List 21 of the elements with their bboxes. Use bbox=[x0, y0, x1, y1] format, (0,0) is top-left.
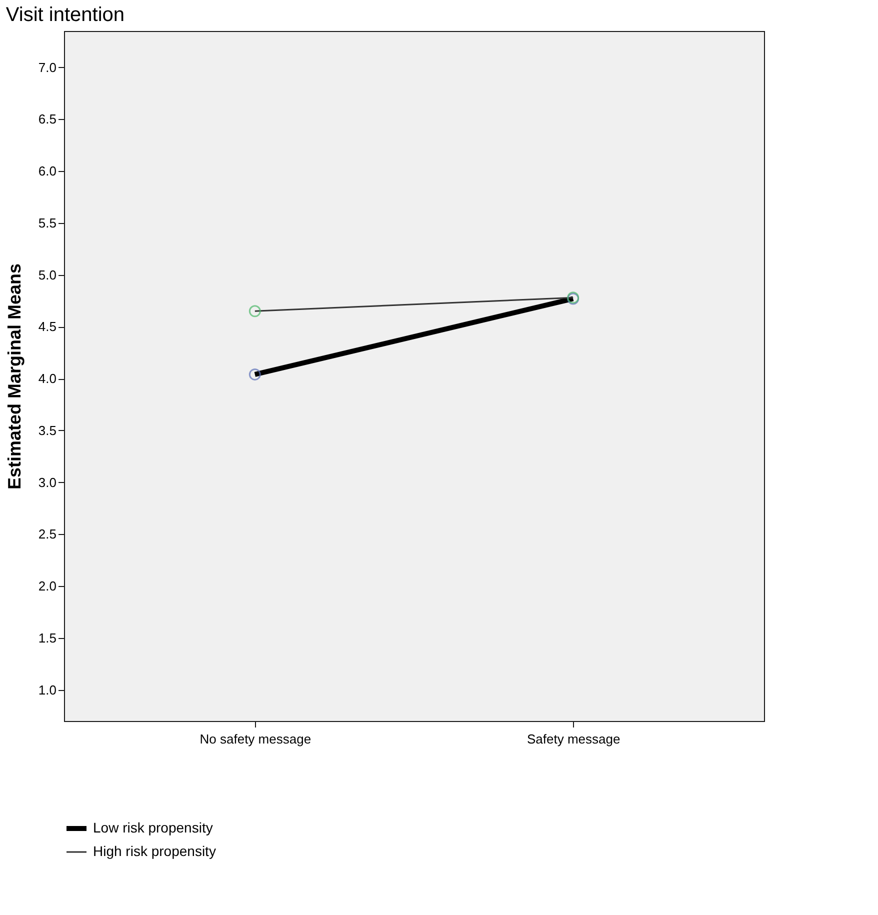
y-tick-label: 1.5 bbox=[38, 630, 56, 646]
point bbox=[248, 368, 261, 380]
y-tick-label: 7.0 bbox=[38, 60, 56, 75]
y-tick-label: 5.0 bbox=[38, 267, 56, 282]
y-tick-label: 4.5 bbox=[38, 319, 56, 334]
y-tick-label: 5.5 bbox=[38, 215, 56, 230]
point bbox=[248, 305, 261, 318]
y-tick-label: 3.0 bbox=[38, 474, 56, 490]
y-tick-label: 2.5 bbox=[38, 526, 56, 542]
legend-label: Low risk propensity bbox=[93, 820, 213, 836]
y-tick-label: 6.0 bbox=[38, 164, 56, 179]
x-tick-label: Safety message bbox=[526, 732, 620, 746]
y-tick-label: 1.0 bbox=[38, 682, 56, 698]
legend-label: High risk propensity bbox=[93, 843, 216, 859]
y-tick-label: 6.5 bbox=[38, 112, 56, 127]
chart-title: Visit intention bbox=[6, 4, 125, 26]
y-tick-label: 2.0 bbox=[38, 578, 56, 594]
y-axis-title: Estimated Marginal Means bbox=[4, 263, 24, 490]
x-tick-label: No safety message bbox=[200, 732, 312, 746]
y-tick-label: 4.0 bbox=[38, 371, 56, 386]
y-tick-label: 3.5 bbox=[38, 422, 56, 438]
